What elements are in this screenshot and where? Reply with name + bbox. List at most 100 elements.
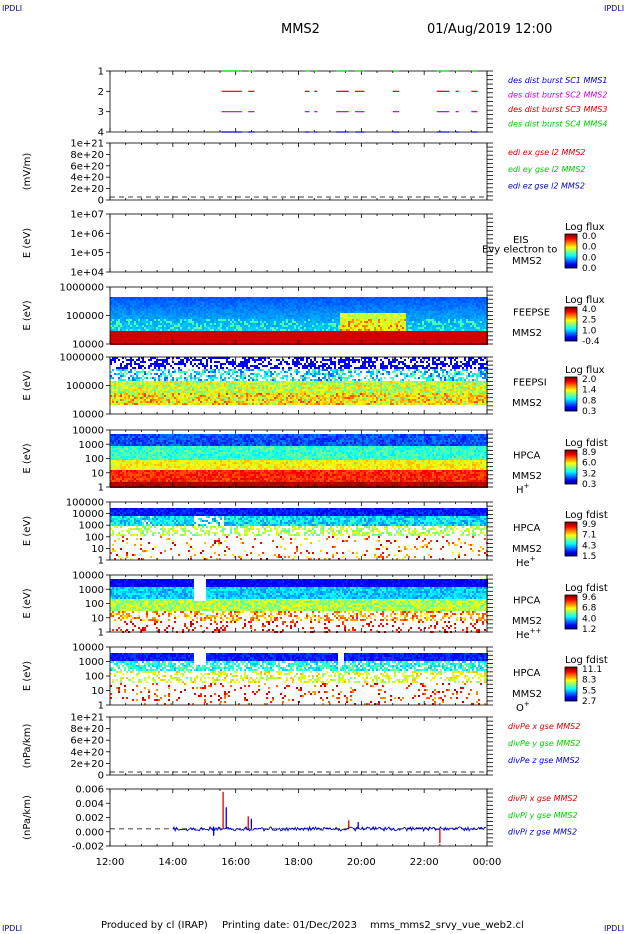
feepse-heatmap-cell (168, 339, 170, 341)
feepse-heatmap-cell (340, 331, 342, 333)
feepse-heatmap-cell (356, 335, 358, 337)
feepse-heatmap-cell (428, 321, 430, 323)
feepse-heatmap-cell (332, 323, 334, 325)
feepse-heatmap-cell (404, 339, 406, 341)
feepse-heatmap-cell (450, 339, 452, 341)
feepse-heatmap-cell (470, 325, 472, 327)
feepse-heatmap-cell (356, 315, 358, 317)
feepse-heatmap-cell (264, 319, 266, 321)
feepse-heatmap-cell (154, 305, 156, 307)
feepse-heatmap-cell (292, 329, 294, 331)
feepse-heatmap-cell (402, 319, 404, 321)
feepse-heatmap-cell (210, 311, 212, 313)
feepse-heatmap-cell (358, 337, 360, 339)
feepse-heatmap-cell (308, 303, 310, 305)
feepse-heatmap-cell (184, 321, 186, 323)
feepse-heatmap-cell (198, 325, 200, 327)
feepse-heatmap-cell (278, 327, 280, 329)
feepse-heatmap-cell (256, 311, 258, 313)
feepse-heatmap-cell (350, 303, 352, 305)
feepse-heatmap-cell (158, 297, 160, 299)
feepse-heatmap-cell (302, 335, 304, 337)
feepse-heatmap-cell (476, 313, 478, 315)
feepse-heatmap-cell (192, 327, 194, 329)
feepse-heatmap-cell (360, 321, 362, 323)
feepse-heatmap-cell (112, 311, 114, 313)
feepse-heatmap-cell (238, 341, 240, 343)
feepse-heatmap-cell (200, 319, 202, 321)
feepse-heatmap-cell (208, 319, 210, 321)
feepse-heatmap-cell (208, 335, 210, 337)
feepse-heatmap-cell (484, 325, 486, 327)
feepse-heatmap-cell (312, 313, 314, 315)
feepse-heatmap-cell (226, 337, 228, 339)
feepse-heatmap-cell (320, 309, 322, 311)
feepse-heatmap-cell (280, 315, 282, 317)
feepse-heatmap-cell (404, 305, 406, 307)
feepse-heatmap-cell (460, 337, 462, 339)
feepse-heatmap-cell (430, 333, 432, 335)
feepse-heatmap-cell (168, 297, 170, 299)
feepse-heatmap-cell (366, 319, 368, 321)
feepse-heatmap-cell (124, 329, 126, 331)
feepse-heatmap-cell (134, 321, 136, 323)
feepse-colorbar-tick-label: 2.5 (582, 316, 596, 326)
feepse-heatmap-cell (196, 311, 198, 313)
feepse-heatmap-cell (148, 325, 150, 327)
feepse-heatmap-cell (200, 305, 202, 307)
feepse-heatmap-cell (184, 331, 186, 333)
feepse-heatmap-cell (118, 337, 120, 339)
feepse-heatmap-cell (380, 297, 382, 299)
feepse-heatmap-cell (296, 311, 298, 313)
feepse-heatmap-cell (224, 303, 226, 305)
feepse-heatmap-cell (394, 315, 396, 317)
feepse-heatmap-cell (426, 297, 428, 299)
feepse-heatmap-cell (240, 297, 242, 299)
eis-ytick-label: 1e+04 (70, 268, 104, 279)
feepse-heatmap-cell (326, 311, 328, 313)
feepse-heatmap-cell (290, 309, 292, 311)
feepse-heatmap-cell (292, 319, 294, 321)
burst-ytick-label: 4 (98, 128, 104, 139)
edi-legend-entry: edi ez gse l2 MMS2 (508, 182, 585, 191)
feepse-heatmap-cell (216, 335, 218, 337)
feepse-heatmap-cell (194, 327, 196, 329)
feepse-heatmap-cell (346, 323, 348, 325)
feepse-heatmap-cell (340, 307, 342, 309)
feepse-heatmap-cell (384, 299, 386, 301)
feepse-heatmap-cell (282, 333, 284, 335)
feepse-heatmap-cell (228, 323, 230, 325)
feepse-heatmap-cell (454, 337, 456, 339)
feepse-heatmap-cell (430, 299, 432, 301)
feepse-heatmap-cell (220, 309, 222, 311)
feepse-heatmap-cell (420, 337, 422, 339)
feepse-heatmap-cell (432, 311, 434, 313)
feepse-heatmap-cell (278, 305, 280, 307)
feepse-heatmap-cell (178, 301, 180, 303)
feepse-heatmap-cell (374, 327, 376, 329)
feepse-heatmap-cell (144, 331, 146, 333)
feepse-heatmap-cell (392, 315, 394, 317)
feepse-heatmap-cell (456, 331, 458, 333)
feepse-heatmap-cell (350, 341, 352, 343)
feepse-heatmap-cell (286, 335, 288, 337)
feepse-heatmap-cell (236, 341, 238, 343)
feepse-heatmap-cell (220, 311, 222, 313)
feepse-heatmap-cell (262, 321, 264, 323)
feepse-heatmap-cell (336, 319, 338, 321)
feepse-heatmap-cell (136, 301, 138, 303)
feepse-heatmap-cell (356, 333, 358, 335)
feepse-heatmap-cell (272, 333, 274, 335)
feepse-heatmap-cell (418, 309, 420, 311)
feepse-heatmap-cell (158, 303, 160, 305)
feepse-heatmap-cell (314, 303, 316, 305)
feepse-heatmap-cell (180, 301, 182, 303)
feepse-heatmap-cell (308, 323, 310, 325)
feepse-heatmap-cell (356, 303, 358, 305)
feepse-heatmap-cell (232, 301, 234, 303)
feepse-heatmap-cell (158, 307, 160, 309)
feepse-heatmap-cell (174, 313, 176, 315)
feepse-heatmap-cell (274, 335, 276, 337)
feepse-heatmap-cell (338, 317, 340, 319)
feepse-heatmap-cell (292, 327, 294, 329)
